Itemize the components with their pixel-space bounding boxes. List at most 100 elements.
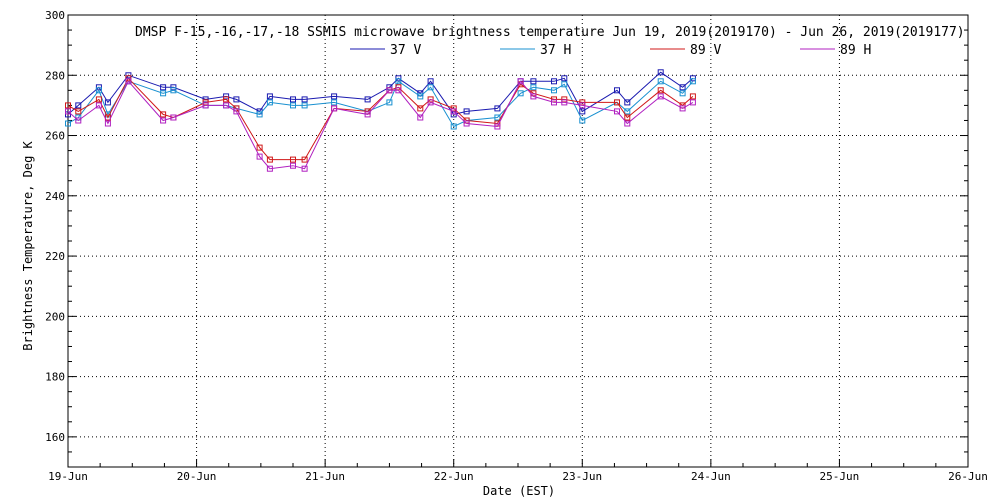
data-point — [331, 99, 338, 106]
data-point — [65, 108, 71, 115]
data-point — [427, 78, 434, 85]
data-point — [290, 96, 296, 103]
data-point — [657, 93, 664, 100]
data-point — [517, 78, 524, 85]
data-point — [160, 84, 167, 91]
legend-label: 37 V — [390, 43, 421, 58]
series-line-89-h — [67, 80, 694, 170]
y-tick-label: 200 — [45, 310, 65, 323]
y-tick-label: 160 — [45, 431, 65, 444]
data-point — [290, 162, 296, 169]
data-point — [95, 102, 102, 109]
data-point — [561, 81, 568, 88]
data-point — [65, 102, 71, 109]
data-point — [551, 87, 557, 94]
data-point — [301, 165, 308, 172]
data-point — [125, 78, 132, 85]
data-point — [530, 78, 537, 85]
data-point — [223, 102, 230, 109]
data-point — [266, 99, 273, 106]
data-point — [624, 99, 631, 106]
data-point — [233, 108, 240, 115]
data-point — [494, 105, 501, 112]
series-89-h — [65, 78, 696, 172]
data-point — [579, 108, 586, 115]
data-point — [561, 75, 568, 82]
data-point — [614, 87, 620, 94]
data-point — [679, 90, 686, 97]
data-point — [364, 96, 371, 103]
data-point — [104, 120, 111, 127]
data-series — [65, 69, 696, 172]
data-point — [463, 108, 470, 115]
data-point — [256, 111, 263, 118]
data-point — [517, 90, 524, 97]
y-tick-label: 240 — [45, 190, 65, 203]
data-point — [614, 99, 620, 106]
legend-label: 37 H — [540, 43, 571, 58]
data-point — [386, 87, 393, 94]
data-point — [301, 96, 308, 103]
x-tick-label: 25-Jun — [820, 470, 860, 483]
x-tick-label: 24-Jun — [691, 470, 731, 483]
data-point — [689, 78, 696, 85]
y-tick-label: 260 — [45, 130, 65, 143]
data-point — [579, 102, 586, 109]
data-point — [657, 87, 664, 94]
data-point — [614, 108, 620, 115]
data-point — [417, 93, 424, 100]
data-point — [75, 117, 82, 124]
data-point — [427, 99, 434, 106]
data-point — [689, 99, 696, 106]
data-point — [331, 105, 338, 112]
data-point — [579, 117, 586, 124]
data-point — [561, 99, 568, 106]
data-point — [427, 84, 434, 91]
x-tick-label: 20-Jun — [177, 470, 217, 483]
data-point — [301, 102, 308, 109]
data-point — [551, 78, 557, 85]
legend: 37 V 37 H 89 V 89 H — [350, 43, 871, 58]
y-axis-tick-labels: 160 180 200 220 240 260 280 300 — [45, 9, 65, 444]
legend-label: 89 H — [840, 43, 871, 58]
data-point — [450, 123, 457, 130]
data-point — [160, 111, 167, 118]
data-point — [95, 96, 102, 103]
data-point — [160, 90, 167, 97]
data-point — [689, 93, 696, 100]
data-point — [301, 156, 308, 163]
x-tick-label: 19-Jun — [48, 470, 88, 483]
data-point — [104, 99, 111, 106]
axis-ticks — [67, 14, 969, 468]
data-point — [160, 117, 167, 124]
data-point — [395, 78, 402, 85]
data-point — [266, 93, 273, 100]
chart-title: DMSP F-15,-16,-17,-18 SSMIS microwave br… — [135, 25, 965, 40]
y-tick-label: 280 — [45, 69, 65, 82]
data-point — [266, 165, 273, 172]
data-point — [170, 87, 177, 94]
x-tick-label: 23-Jun — [562, 470, 602, 483]
y-tick-label: 180 — [45, 371, 65, 384]
data-point — [679, 84, 686, 91]
data-point — [494, 123, 501, 130]
data-point — [75, 102, 82, 109]
series-37-h — [65, 78, 696, 130]
data-point — [386, 99, 393, 106]
data-point — [417, 114, 424, 121]
data-point — [417, 105, 424, 112]
x-tick-label: 21-Jun — [305, 470, 345, 483]
data-point — [624, 108, 631, 115]
data-point — [657, 69, 664, 76]
data-point — [256, 144, 263, 151]
data-point — [624, 120, 631, 127]
data-point — [450, 108, 457, 115]
data-point — [395, 87, 402, 94]
data-point — [679, 105, 686, 112]
x-axis-tick-labels: 19-Jun 20-Jun 21-Jun 22-Jun 23-Jun 24-Jun 25-J… — [48, 470, 988, 483]
data-point — [65, 120, 71, 127]
x-tick-label: 26-Jun — [948, 470, 988, 483]
data-point — [331, 93, 338, 100]
